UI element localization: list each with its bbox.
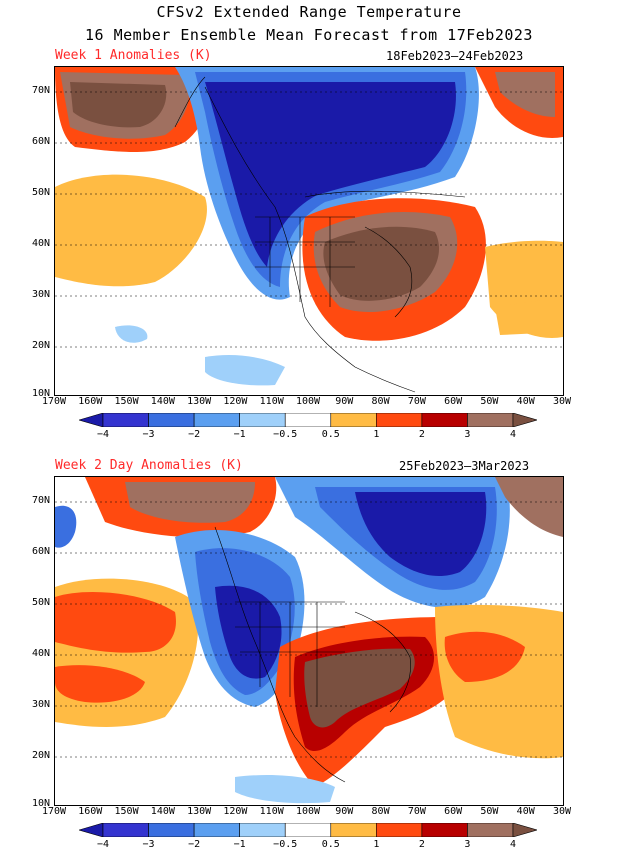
panel2-colorbar-swatch-3 (193, 823, 240, 837)
panel2-lon-150w: 150W (114, 806, 139, 817)
panel2-lat-30n: 30N (31, 699, 50, 710)
panel2-lon-100w: 100W (295, 806, 321, 817)
panel2-lon-60w: 60W (444, 806, 463, 817)
panel1-colorbar-swatch-10 (512, 413, 537, 427)
panel2-colorbar (79, 823, 537, 837)
panel1-lon-30w: 30W (552, 396, 572, 407)
panel2-colorbar-swatch-8 (421, 823, 468, 837)
panel1-lon-130w: 130W (187, 396, 212, 407)
panel2-colorbar-swatch-7 (376, 823, 423, 837)
panel1-label: Week 1 Anomalies (K) (55, 48, 212, 63)
panel2-colorbar-label-6: 1 (373, 839, 380, 850)
panel2-lon-140w: 140W (150, 806, 175, 817)
panel1-colorbar-label-8: 3 (464, 429, 471, 440)
panel2-lon-40w: 40W (516, 806, 535, 817)
panel1-map (54, 66, 564, 396)
panel2-map-svg (55, 477, 563, 805)
panel1-lon-160w: 160W (78, 396, 103, 407)
panel1-lon-140w: 140W (150, 396, 175, 407)
panel1-colorbar-label-9: 4 (509, 429, 517, 440)
panel1-lon-70w: 70W (407, 396, 426, 407)
panel1-lon-110w: 110W (259, 396, 284, 407)
panel2-colorbar-swatch-1 (102, 823, 149, 837)
panel2-colorbar-swatch-2 (148, 823, 195, 837)
panel2-colorbar-label-2: −2 (188, 839, 201, 850)
panel1-colorbar-swatch-8 (421, 413, 468, 427)
panel1-colorbar-swatch-0 (79, 413, 104, 427)
panel1-colorbar-label-0: −4 (96, 429, 110, 440)
panel2-colorbar-label-7: 2 (418, 839, 425, 850)
panel2-colorbar-swatch-10 (512, 823, 537, 837)
panel1-lon-120w: 120W (223, 396, 248, 407)
panel1-lat-30n: 30N (31, 289, 50, 300)
panel2-lat-60n: 60N (31, 546, 50, 557)
panel2-lat-10n: 10N (31, 798, 50, 809)
panel1-colorbar-swatch-4 (239, 413, 286, 427)
figure-title-line2: 16 Member Ensemble Mean Forecast from 17… (85, 26, 533, 44)
panel2-colorbar-label-1: −3 (142, 839, 155, 850)
panel2-label: Week 2 Day Anomalies (K) (55, 458, 243, 473)
panel1-colorbar-swatch-6 (330, 413, 377, 427)
panel1-lon-50w: 50W (480, 396, 499, 407)
figure-title-line1: CFSv2 Extended Range Temperature (156, 3, 462, 21)
panel2-lon-70w: 70W (407, 806, 426, 817)
panel2-lon-160w: 160W (78, 806, 103, 817)
panel2-colorbar-swatch-6 (330, 823, 377, 837)
panel1-lon-170w: 170W (41, 396, 67, 407)
panel2-lon-50w: 50W (480, 806, 499, 817)
panel2-lon-90w: 90W (335, 806, 354, 817)
panel1-colorbar-swatch-2 (148, 413, 195, 427)
panel2-colorbar-swatch-9 (467, 823, 514, 837)
panel2-lon-30w: 30W (552, 806, 572, 817)
panel1-lat-50n: 50N (31, 187, 50, 198)
panel1-map-svg (55, 67, 563, 395)
panel2-lon-130w: 130W (187, 806, 212, 817)
panel2-map (54, 476, 564, 806)
panel2-lon-120w: 120W (223, 806, 248, 817)
panel1-colorbar-label-1: −3 (142, 429, 155, 440)
panel2-lon-110w: 110W (259, 806, 284, 817)
panel2-lon-80w: 80W (371, 806, 390, 817)
panel2-colorbar-label-0: −4 (96, 839, 110, 850)
panel2-lat-20n: 20N (31, 750, 50, 761)
panel1-colorbar-label-2: −2 (188, 429, 201, 440)
panel1-lat-60n: 60N (31, 136, 50, 147)
panel1-lon-40w: 40W (516, 396, 535, 407)
panel1-colorbar-swatch-7 (376, 413, 423, 427)
panel1-colorbar-label-7: 2 (418, 429, 425, 440)
panel2-colorbar-label-4: −0.5 (273, 839, 298, 850)
panel1-lon-150w: 150W (114, 396, 139, 407)
panel2-lon-170w: 170W (41, 806, 67, 817)
panel1-colorbar-label-4: −0.5 (273, 429, 298, 440)
panel1-lon-60w: 60W (444, 396, 463, 407)
panel1-dates: 18Feb2023–24Feb2023 (386, 49, 524, 63)
panel1-lat-70n: 70N (31, 85, 50, 96)
panel2-lat-40n: 40N (31, 648, 50, 659)
panel2-colorbar-label-8: 3 (464, 839, 471, 850)
panel1-colorbar-swatch-1 (102, 413, 149, 427)
panel1-colorbar-label-3: −1 (233, 429, 246, 440)
panel1-colorbar-swatch-5 (284, 413, 332, 427)
panel1-colorbar-label-5: 0.5 (321, 429, 340, 440)
panel2-lat-50n: 50N (31, 597, 50, 608)
panel2-colorbar-label-5: 0.5 (321, 839, 340, 850)
panel2-colorbar-swatch-4 (239, 823, 286, 837)
panel1-colorbar (79, 413, 537, 427)
panel1-colorbar-swatch-9 (467, 413, 514, 427)
panel2-lat-70n: 70N (31, 495, 50, 506)
panel1-lat-10n: 10N (31, 388, 50, 399)
panel2-colorbar-swatch-0 (79, 823, 104, 837)
panel1-lon-90w: 90W (335, 396, 354, 407)
panel1-colorbar-swatch-3 (193, 413, 240, 427)
panel1-lon-80w: 80W (371, 396, 390, 407)
panel2-dates: 25Feb2023–3Mar2023 (399, 459, 530, 473)
panel1-colorbar-label-6: 1 (373, 429, 380, 440)
panel1-lat-40n: 40N (31, 238, 50, 249)
panel1-lat-20n: 20N (31, 340, 50, 351)
panel2-colorbar-label-3: −1 (233, 839, 246, 850)
panel2-colorbar-swatch-5 (284, 823, 332, 837)
panel2-colorbar-label-9: 4 (509, 839, 517, 850)
panel1-lon-100w: 100W (295, 396, 321, 407)
